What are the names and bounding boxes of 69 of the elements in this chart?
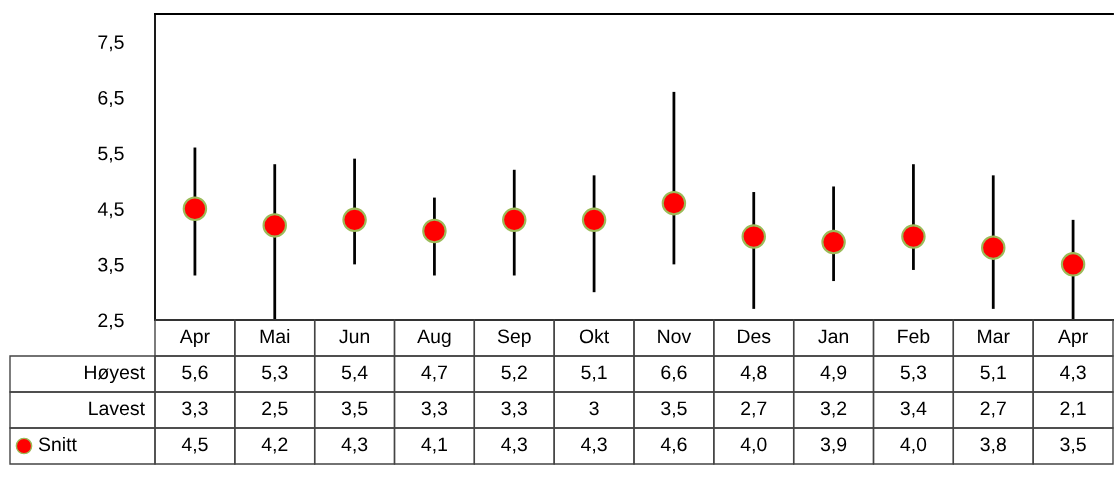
legend-label: Lavest xyxy=(89,401,145,416)
data-label: 4,3 xyxy=(341,437,368,454)
point xyxy=(741,224,766,249)
text: 5,3 xyxy=(900,365,927,382)
y-tick-label: 5,5 xyxy=(98,146,124,163)
x-tick-label: Mar xyxy=(978,329,1010,344)
point xyxy=(661,190,687,216)
point xyxy=(422,218,447,244)
x-tick-label: Feb xyxy=(898,328,930,344)
x-tick-label: Mai xyxy=(260,328,290,344)
text: 6,6 xyxy=(661,365,687,382)
x-tick-label: Nov xyxy=(658,329,692,344)
text: 3,3 xyxy=(501,401,527,418)
text: 5,2 xyxy=(501,365,527,382)
data-label: 3,8 xyxy=(980,437,1006,454)
text: 3 xyxy=(589,401,599,416)
text: 3,5 xyxy=(341,401,368,418)
point xyxy=(981,235,1006,260)
text: 3,3 xyxy=(182,401,208,418)
y-tick-label: 6,5 xyxy=(98,90,124,107)
point xyxy=(342,207,367,233)
x-tick-label: Aug xyxy=(417,329,451,348)
text: 3,5 xyxy=(661,401,687,418)
text: 2,7 xyxy=(741,401,767,418)
text: 5,3 xyxy=(262,365,288,382)
text: 5,4 xyxy=(341,365,368,382)
data-label: 3,9 xyxy=(820,437,847,454)
data-label: 4,1 xyxy=(421,437,447,454)
text: 3,2 xyxy=(820,401,847,418)
data-label: 4,0 xyxy=(740,437,767,454)
text: 5,1 xyxy=(980,365,1006,382)
data-label: 4,6 xyxy=(660,437,687,454)
x-tick-label: Sep xyxy=(497,329,531,348)
data-label: 4,3 xyxy=(501,437,527,454)
text: 2,5 xyxy=(262,401,288,418)
text: 5,6 xyxy=(182,365,208,382)
point xyxy=(821,229,846,255)
x-tick-label: Jan xyxy=(818,329,848,344)
text: 3,3 xyxy=(421,401,448,418)
point xyxy=(1060,252,1086,277)
y-tick-label: 3,5 xyxy=(98,257,124,274)
data-label: 4,3 xyxy=(581,437,607,454)
point xyxy=(502,207,527,233)
y-tick-label: 2,5 xyxy=(98,313,124,330)
text: 4,3 xyxy=(1060,365,1086,382)
text: 5,1 xyxy=(581,365,607,382)
x-tick-label: Okt xyxy=(579,328,610,344)
data-label: 4,0 xyxy=(900,437,927,454)
y-tick-label: 7,5 xyxy=(98,35,124,52)
text: 4,8 xyxy=(740,365,767,382)
data-label: 4,2 xyxy=(261,437,288,454)
text: 3,4 xyxy=(900,401,927,418)
data-label: 4,5 xyxy=(181,437,208,454)
text: 4,9 xyxy=(820,365,847,382)
point xyxy=(262,213,287,238)
x-tick-label: Des xyxy=(738,329,771,344)
y-tick-label: 4,5 xyxy=(97,202,124,219)
point xyxy=(182,196,208,221)
x-tick-label: Apr xyxy=(179,329,210,348)
text: Snitt xyxy=(38,436,77,452)
text: 2,1 xyxy=(1060,401,1086,418)
x-tick-label: Apr xyxy=(1057,329,1088,348)
point xyxy=(901,224,926,249)
text: 2,7 xyxy=(980,401,1006,418)
text: 4,7 xyxy=(421,365,447,382)
point xyxy=(581,207,607,233)
data-label: 3,5 xyxy=(1060,437,1086,454)
x-tick-label: Jun xyxy=(339,329,369,344)
legend-label: Høyest xyxy=(85,365,145,384)
